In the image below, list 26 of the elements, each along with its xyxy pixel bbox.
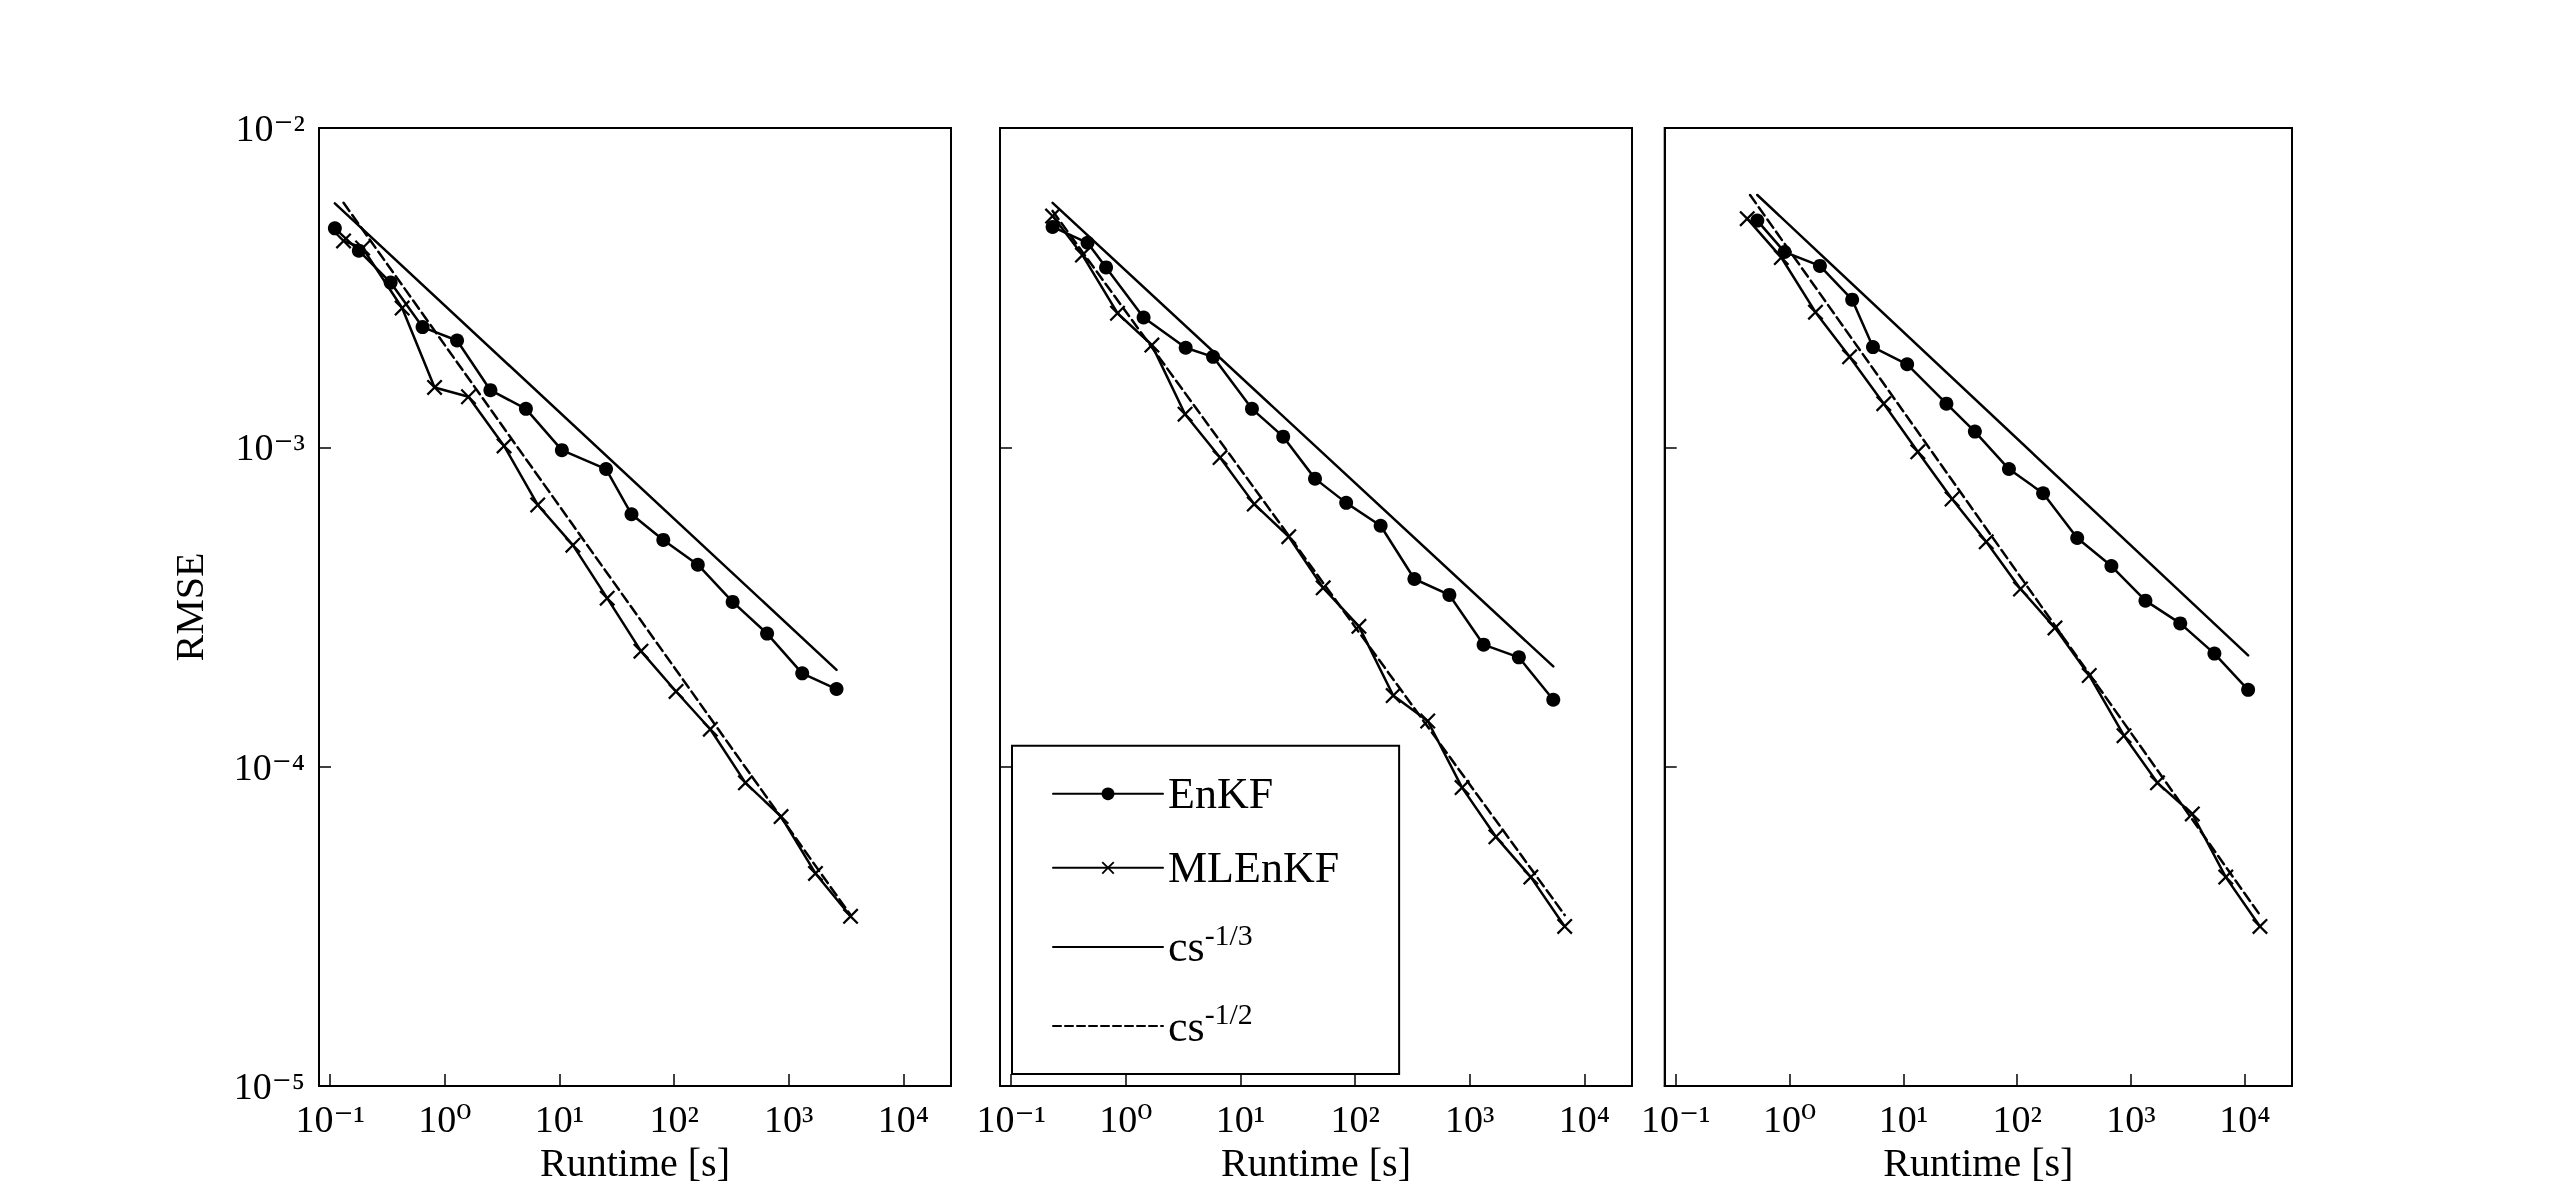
y-tick-label: 10⁻⁴ [233,745,305,788]
x-axis-title: Runtime [s] [540,1140,730,1186]
x-tick-label: 10⁰ [1762,1098,1817,1140]
x-tick-label: 10⁰ [418,1098,472,1140]
x-tick-label: 10³ [2106,1098,2156,1140]
legend-label: MLEnKF [1168,843,1340,893]
x-tick-label: 10⁴ [1558,1098,1611,1140]
x-tick-label: 10⁻¹ [976,1098,1046,1140]
x-axis-title: Runtime [s] [1221,1140,1411,1186]
legend-label: EnKF [1168,769,1274,819]
y-axis-title: RMSE [166,552,212,662]
x-axis-title: Runtime [s] [1883,1140,2074,1186]
x-tick-label: 10⁰ [1099,1098,1153,1140]
x-tick-label: 10⁴ [877,1098,930,1140]
y-tick-label: 10⁻³ [235,426,305,469]
x-tick-label: 10³ [764,1098,814,1140]
x-tick-label: 10² [1330,1098,1380,1140]
x-tick-label: 10² [649,1098,699,1140]
x-tick-label: 10¹ [1215,1098,1266,1140]
x-tick-label: 10¹ [1878,1098,1929,1140]
x-tick-label: 10⁻¹ [1641,1098,1711,1140]
y-tick-label: 10⁻² [235,107,305,149]
x-tick-label: 10¹ [534,1098,585,1140]
x-tick-label: 10⁴ [2219,1098,2271,1140]
x-tick-label: 10³ [1445,1098,1495,1140]
x-tick-label: 10² [1992,1098,2042,1140]
